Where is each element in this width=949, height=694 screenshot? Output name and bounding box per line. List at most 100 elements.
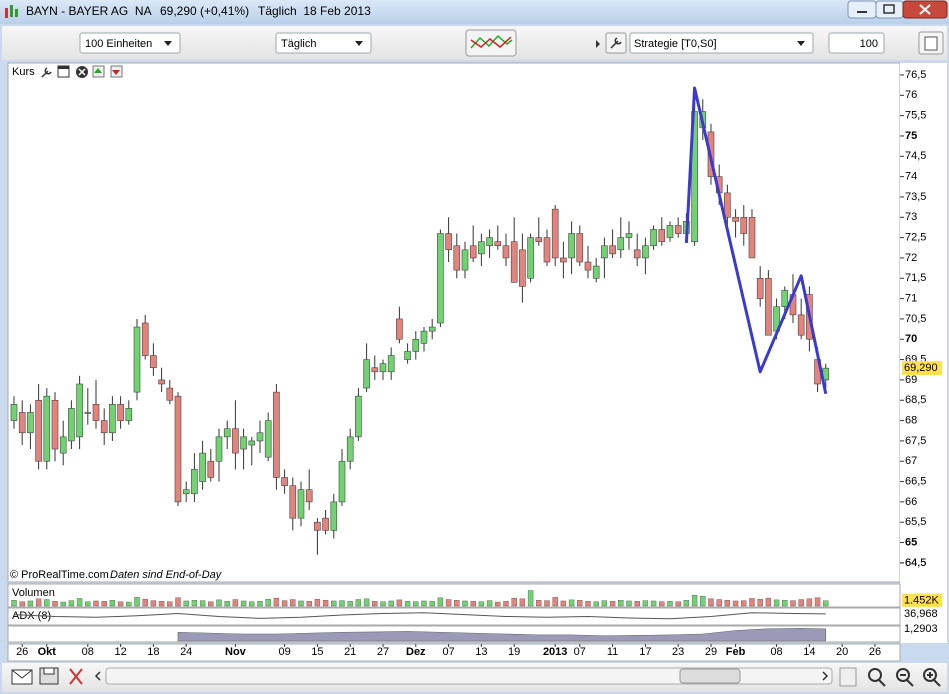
collapse-arrow[interactable] bbox=[596, 40, 600, 48]
x-tick-label: 26 bbox=[16, 646, 28, 658]
x-tick-label: 26 bbox=[869, 646, 881, 658]
candle-body bbox=[387, 355, 395, 373]
app-icon bbox=[5, 5, 18, 18]
volume-bar bbox=[527, 590, 534, 607]
volume-bar bbox=[708, 598, 714, 607]
candle-body bbox=[133, 326, 141, 393]
minimize-button[interactable] bbox=[847, 0, 877, 19]
volume-bar bbox=[191, 600, 198, 607]
x-tick-label: Feb bbox=[726, 646, 746, 658]
volume-bar bbox=[413, 601, 419, 607]
volume-bar bbox=[478, 601, 485, 607]
candle-body bbox=[371, 367, 379, 373]
candle-body bbox=[92, 404, 100, 421]
y-tick-label: 67 bbox=[905, 455, 917, 467]
amount-input[interactable]: 100 bbox=[828, 32, 885, 54]
candle-body bbox=[633, 249, 641, 259]
volume-bar bbox=[724, 600, 731, 607]
candle-body bbox=[445, 233, 452, 251]
volume-bar bbox=[519, 598, 526, 607]
date-axis bbox=[7, 643, 901, 662]
volume-bar bbox=[208, 601, 214, 607]
candle-body bbox=[781, 290, 789, 308]
x-tick-label: 17 bbox=[639, 646, 651, 658]
candle-body bbox=[428, 326, 436, 332]
volume-bar bbox=[650, 600, 657, 607]
x-tick-label: 24 bbox=[180, 646, 192, 658]
bottom-tools[interactable] bbox=[11, 667, 941, 687]
volume-bar bbox=[445, 599, 452, 607]
y-tick-label: 65,5 bbox=[905, 516, 926, 528]
maximize-button[interactable] bbox=[875, 0, 904, 19]
volume-bar bbox=[798, 599, 804, 607]
candle-body bbox=[576, 233, 584, 263]
y-tick-label: 70,5 bbox=[905, 313, 926, 325]
candle-body bbox=[223, 428, 231, 438]
window-period: Täglich 18 Feb 2013 bbox=[258, 4, 371, 18]
candle-body bbox=[35, 399, 42, 462]
candle-body bbox=[461, 249, 469, 271]
credit: © ProRealTime.com bbox=[10, 569, 109, 581]
candle-body bbox=[510, 241, 518, 283]
y-tick-label: 74,5 bbox=[905, 150, 926, 162]
volume-bar bbox=[823, 600, 829, 607]
candle-body bbox=[322, 517, 329, 531]
candle-body bbox=[232, 428, 239, 454]
y-tick-label: 64,5 bbox=[905, 557, 926, 569]
volume-bar bbox=[167, 601, 173, 607]
y-tick-label: 65 bbox=[905, 536, 917, 548]
volume-bar bbox=[470, 601, 476, 607]
volume-bar bbox=[634, 601, 640, 607]
y-tick-label: 75 bbox=[905, 130, 917, 142]
volume-bar bbox=[35, 598, 42, 607]
candle-body bbox=[141, 322, 149, 356]
candle-body bbox=[68, 408, 75, 442]
x-tick-label: 08 bbox=[770, 646, 782, 658]
indicator-button[interactable] bbox=[465, 29, 517, 57]
y-tick-label: 71 bbox=[905, 293, 917, 305]
y-tick-label: 74 bbox=[905, 171, 917, 183]
volume-bar bbox=[19, 601, 25, 607]
interval-select[interactable]: Täglich bbox=[275, 32, 372, 54]
volume-bar bbox=[765, 597, 772, 607]
strategy-select[interactable]: Strategie [T0,S0] bbox=[629, 32, 814, 54]
window-quote: 69,290 (+0,41%) bbox=[160, 4, 249, 18]
panel-tools[interactable] bbox=[41, 65, 123, 78]
candle-body bbox=[674, 225, 682, 234]
units-select[interactable]: 100 Einheiten bbox=[79, 32, 181, 54]
volume-bar bbox=[503, 601, 509, 607]
volume-bar bbox=[224, 601, 230, 607]
volume-bar bbox=[183, 600, 189, 607]
candle-body bbox=[76, 383, 83, 438]
volume-bar bbox=[298, 600, 304, 607]
y-tick-label: 72,5 bbox=[905, 232, 926, 244]
volume-bar bbox=[601, 600, 608, 607]
y-tick-label: 75,5 bbox=[905, 110, 926, 122]
candle-body bbox=[43, 395, 51, 462]
candle-body bbox=[650, 229, 657, 247]
candle-body bbox=[601, 245, 608, 259]
volume-bar bbox=[150, 600, 157, 607]
candle-body bbox=[117, 404, 124, 421]
panel-label: Volumen bbox=[12, 587, 55, 599]
volume-bar bbox=[700, 596, 706, 607]
candle-body bbox=[453, 245, 461, 271]
volume-bar bbox=[11, 600, 17, 607]
last-value-label: 69,290 bbox=[904, 362, 938, 374]
volume-bar bbox=[544, 600, 550, 607]
candle-body bbox=[732, 216, 739, 222]
volume-bar bbox=[27, 600, 34, 607]
window-controls[interactable] bbox=[847, 0, 948, 19]
volume-bar bbox=[814, 597, 821, 607]
candle-body bbox=[363, 359, 370, 389]
amount-text: 100 bbox=[860, 38, 878, 50]
volume-bar bbox=[322, 600, 329, 607]
candle-body bbox=[592, 265, 600, 279]
volume-bar bbox=[265, 598, 271, 607]
candle-body bbox=[109, 404, 116, 434]
last-value-box bbox=[902, 361, 942, 376]
volume-bar bbox=[683, 600, 690, 607]
candle-body bbox=[765, 277, 772, 336]
interval-text: Täglich bbox=[281, 38, 316, 50]
volume-bar bbox=[117, 601, 124, 607]
